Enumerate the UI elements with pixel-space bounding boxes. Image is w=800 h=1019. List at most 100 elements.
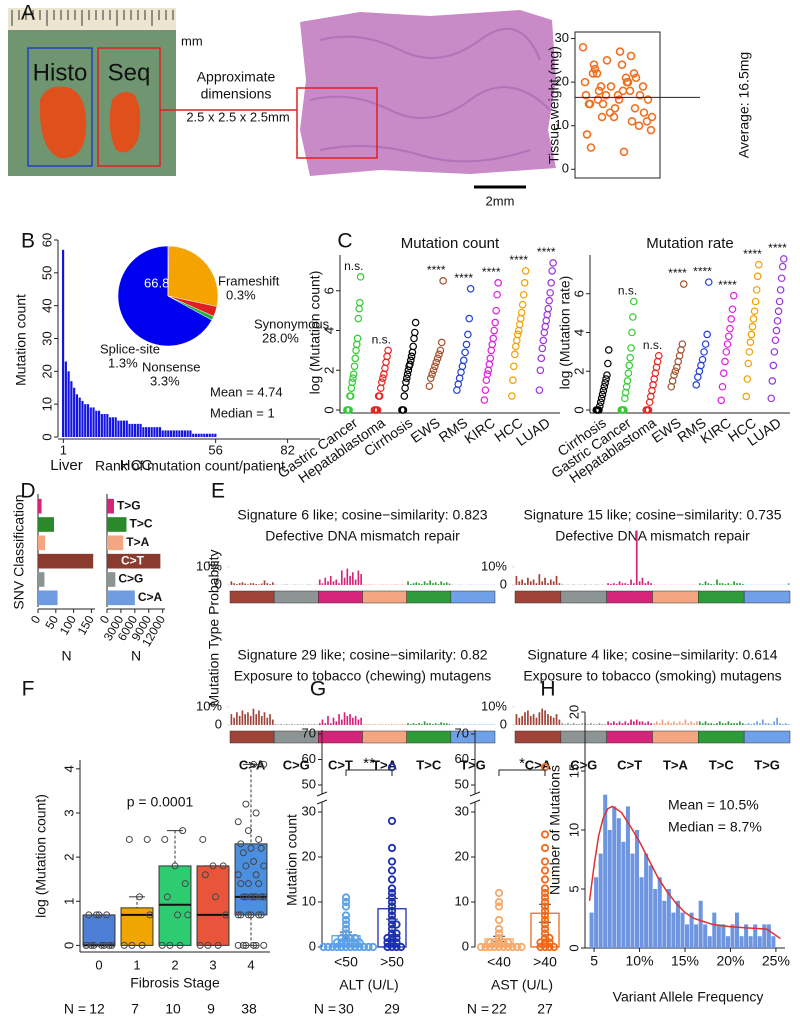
annotation: Median = 1 (210, 405, 275, 420)
bar (549, 579, 552, 585)
point (599, 386, 608, 395)
significance: **** (454, 271, 473, 285)
n-value: 29 (384, 1001, 400, 1017)
point (429, 366, 438, 375)
bar (255, 584, 258, 585)
bar (437, 584, 440, 585)
bar (443, 583, 445, 585)
point (601, 379, 609, 387)
point (598, 99, 608, 109)
bar (161, 430, 164, 437)
point (380, 370, 388, 379)
point (545, 933, 554, 943)
bar (707, 936, 712, 948)
x-tick-label: <40 (487, 954, 511, 970)
bar (230, 714, 233, 725)
x-axis-label: ALT (U/L) (339, 977, 398, 993)
bar (541, 581, 544, 585)
bar (236, 584, 238, 585)
point (671, 367, 680, 376)
bar (610, 723, 612, 725)
point (490, 326, 498, 335)
y-tick-label: 4 (61, 765, 76, 772)
bar (241, 710, 244, 725)
bar (707, 723, 710, 725)
point (402, 374, 411, 383)
significance: **** (668, 266, 687, 280)
bar (712, 912, 717, 948)
bar (244, 583, 247, 585)
point (368, 942, 378, 952)
bar (340, 719, 343, 725)
point (513, 330, 522, 339)
bar (515, 714, 518, 725)
point (90, 941, 98, 949)
bar (644, 583, 647, 585)
bar (696, 721, 698, 725)
point (619, 147, 629, 157)
point (486, 354, 495, 363)
point (341, 929, 351, 938)
bar (316, 724, 318, 725)
dimensions-label: Approximate (197, 69, 276, 85)
point (584, 99, 594, 109)
point (410, 334, 418, 343)
group-bar (229, 730, 275, 744)
y-axis-label: Tissue weight (mg) (546, 46, 562, 164)
bar (724, 584, 727, 585)
point (483, 370, 492, 379)
point (239, 893, 247, 901)
point (387, 915, 397, 925)
point (406, 356, 415, 365)
bar (478, 724, 481, 725)
bar (145, 427, 148, 437)
bar (462, 724, 465, 725)
x-tick-label: >50 (380, 954, 404, 970)
point (642, 117, 652, 126)
point (146, 911, 154, 919)
point (635, 90, 645, 100)
group-bar (229, 590, 275, 604)
y-tick-label: 30 (39, 331, 54, 345)
bar (310, 724, 313, 725)
group-label: T>A (372, 757, 398, 772)
bar (567, 723, 569, 725)
bar (521, 579, 524, 585)
point (598, 390, 607, 399)
group-label: C>G (283, 757, 310, 772)
point (493, 290, 501, 299)
bar (107, 572, 116, 587)
point (234, 941, 242, 949)
point (494, 933, 504, 943)
y-tick-label: 4 (321, 327, 336, 334)
point (239, 849, 247, 857)
point (384, 346, 392, 355)
group-bar (698, 590, 745, 604)
bar (260, 715, 263, 725)
bar (633, 721, 635, 725)
bar (776, 717, 778, 725)
point (610, 103, 620, 113)
point (257, 893, 265, 901)
bar (549, 715, 552, 725)
bar (233, 717, 235, 725)
point (209, 862, 217, 870)
bar (393, 584, 396, 585)
x-axis-label: Rank of mutation count/patient (95, 458, 285, 474)
point (244, 880, 252, 888)
axis-break (316, 791, 328, 797)
point (589, 60, 599, 69)
dimensions: 2.5 x 2.5 x 2.5mm (186, 109, 289, 124)
point (643, 95, 653, 104)
point (436, 346, 445, 355)
point (540, 893, 550, 902)
point (622, 77, 632, 87)
bar (524, 712, 526, 725)
point (379, 374, 387, 383)
point (319, 942, 328, 952)
chart-subtitle: Defective DNA mismatch repair (265, 528, 460, 544)
bar-label: C>G (118, 572, 143, 586)
point (373, 406, 382, 414)
